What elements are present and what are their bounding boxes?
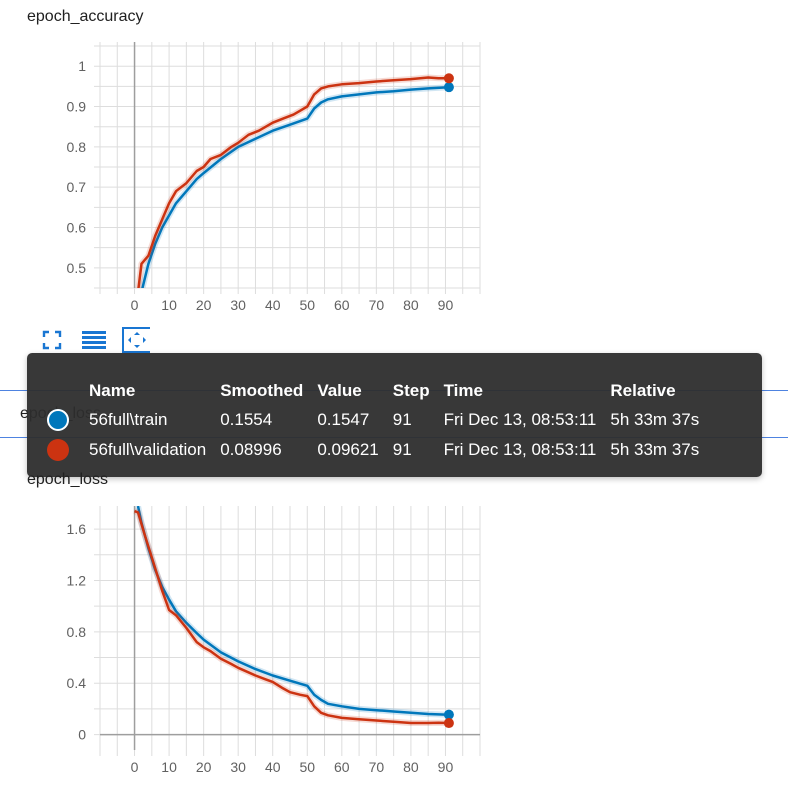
x-tick-label: 20 xyxy=(196,759,212,775)
x-tick-label: 0 xyxy=(131,759,139,775)
header-relative: Relative xyxy=(610,381,676,400)
header-time: Time xyxy=(443,381,483,400)
y-tick-label: 0.7 xyxy=(67,179,87,195)
table-row: 56full\validation 0.08996 0.09621 91 Fri… xyxy=(41,435,707,465)
fit-domain-button[interactable] xyxy=(122,326,150,354)
row-name: 56full\validation xyxy=(89,440,207,459)
x-tick-label: 20 xyxy=(196,297,212,313)
y-tick-label: 0.9 xyxy=(67,99,87,115)
x-tick-label: 0 xyxy=(131,297,139,313)
row-time: Fri Dec 13, 08:53:11 xyxy=(443,410,597,429)
row-step: 91 xyxy=(392,410,412,429)
tooltip-table: Name Smoothed Value Step Time Relative 5… xyxy=(41,377,707,465)
header-value: Value xyxy=(317,381,362,400)
x-tick-label: 70 xyxy=(369,759,385,775)
fullscreen-icon xyxy=(42,330,62,350)
x-tick-label: 80 xyxy=(403,297,419,313)
loss-chart[interactable]: 0 10 20 30 40 50 60 70 80 90 0 0.4 0.8 1.2 1.6 xyxy=(0,494,500,784)
row-value: 0.09621 xyxy=(317,440,379,459)
accuracy-chart-title: epoch_accuracy xyxy=(27,8,144,25)
x-tick-label: 90 xyxy=(438,297,454,313)
x-tick-label: 10 xyxy=(161,759,177,775)
x-tick-label: 40 xyxy=(265,297,281,313)
row-relative: 5h 33m 37s xyxy=(610,410,700,429)
x-tick-label: 80 xyxy=(403,759,419,775)
table-row: 56full\train 0.1554 0.1547 91 Fri Dec 13… xyxy=(41,405,707,435)
row-relative: 5h 33m 37s xyxy=(610,440,700,459)
row-smoothed: 0.1554 xyxy=(220,410,273,429)
y-tick-label: 0.4 xyxy=(67,675,87,691)
x-tick-label: 50 xyxy=(299,759,315,775)
x-tick-label: 60 xyxy=(334,759,350,775)
series-end-marker[interactable] xyxy=(443,82,454,93)
data-table-icon xyxy=(82,331,106,349)
y-tick-label: 0.6 xyxy=(67,220,87,236)
chart-toolbar xyxy=(38,326,150,354)
y-tick-label: 0.8 xyxy=(67,624,87,640)
y-tick-label: 0.8 xyxy=(67,139,87,155)
x-tick-label: 10 xyxy=(161,297,177,313)
header-name: Name xyxy=(89,381,136,400)
series-end-marker[interactable] xyxy=(443,718,454,729)
header-step: Step xyxy=(392,381,430,400)
y-tick-label: 1 xyxy=(78,58,86,74)
row-step: 91 xyxy=(392,440,412,459)
y-tick-label: 1.2 xyxy=(67,572,87,588)
x-tick-label: 60 xyxy=(334,297,350,313)
series-color-swatch xyxy=(47,439,69,461)
row-value: 0.1547 xyxy=(317,410,370,429)
series-color-swatch xyxy=(47,409,69,431)
row-name: 56full\train xyxy=(89,410,168,429)
x-tick-label: 70 xyxy=(369,297,385,313)
x-tick-label: 50 xyxy=(299,297,315,313)
header-smoothed: Smoothed xyxy=(220,381,304,400)
row-time: Fri Dec 13, 08:53:11 xyxy=(443,440,597,459)
series-end-marker[interactable] xyxy=(443,709,454,720)
series-line[interactable] xyxy=(137,76,449,293)
hover-tooltip: Name Smoothed Value Step Time Relative 5… xyxy=(27,353,762,477)
series-line[interactable] xyxy=(134,509,449,725)
x-tick-label: 30 xyxy=(230,297,246,313)
x-tick-label: 40 xyxy=(265,759,281,775)
x-tick-label: 30 xyxy=(230,759,246,775)
fullscreen-button[interactable] xyxy=(38,326,66,354)
series-end-marker[interactable] xyxy=(443,73,454,84)
loss-chart-title: epoch_loss xyxy=(27,471,108,488)
y-tick-label: 0 xyxy=(78,727,86,743)
series-line[interactable] xyxy=(141,85,449,292)
x-tick-label: 90 xyxy=(438,759,454,775)
fit-domain-icon xyxy=(122,327,150,353)
row-smoothed: 0.08996 xyxy=(220,440,282,459)
accuracy-chart[interactable]: 0 10 20 30 40 50 60 70 80 90 0.5 0.6 0.7 0.8 0.9 1 xyxy=(0,30,500,320)
data-table-button[interactable] xyxy=(80,326,108,354)
tooltip-header-row: Name Smoothed Value Step Time Relative xyxy=(41,377,707,405)
series-line[interactable] xyxy=(136,506,449,716)
y-tick-label: 0.5 xyxy=(67,260,87,276)
y-tick-label: 1.6 xyxy=(67,521,87,537)
